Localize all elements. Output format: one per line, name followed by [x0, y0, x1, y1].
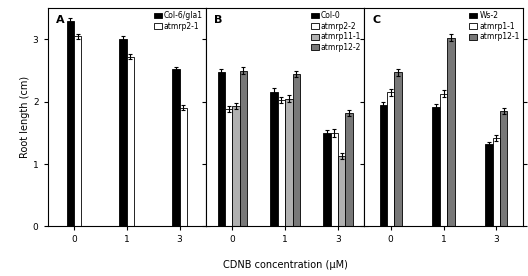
Text: C: C [372, 15, 380, 25]
Legend: Col-6/gla1, atmrp2-1: Col-6/gla1, atmrp2-1 [153, 10, 204, 32]
Bar [500, 111, 507, 226]
Bar [345, 113, 353, 226]
Bar [240, 71, 247, 226]
Bar [285, 99, 293, 226]
Bar [67, 21, 74, 226]
Bar [232, 106, 240, 226]
Legend: Col-0, atmrp2-2, atmrp11-1, atmrp12-2: Col-0, atmrp2-2, atmrp11-1, atmrp12-2 [309, 10, 363, 54]
Bar [323, 133, 331, 226]
Bar [74, 36, 81, 226]
Bar [387, 92, 394, 226]
Text: CDNB concentration (μM): CDNB concentration (μM) [223, 261, 347, 270]
Bar [432, 107, 440, 226]
Bar [338, 156, 345, 226]
Bar [180, 108, 187, 226]
Bar [493, 138, 500, 226]
Bar [394, 72, 402, 226]
Bar [225, 109, 232, 226]
Bar [119, 39, 127, 226]
Y-axis label: Root length (cm): Root length (cm) [20, 76, 30, 158]
Bar [270, 92, 278, 226]
Bar [127, 57, 134, 226]
Bar [293, 74, 300, 226]
Bar [172, 69, 180, 226]
Bar [447, 38, 455, 226]
Legend: Ws-2, atmrp1-1, atmrp12-1: Ws-2, atmrp1-1, atmrp12-1 [468, 10, 521, 43]
Bar [485, 144, 493, 226]
Text: A: A [55, 15, 64, 25]
Bar [380, 105, 387, 226]
Bar [331, 133, 338, 226]
Text: B: B [214, 15, 222, 25]
Bar [278, 100, 285, 226]
Bar [218, 72, 225, 226]
Bar [440, 94, 447, 226]
